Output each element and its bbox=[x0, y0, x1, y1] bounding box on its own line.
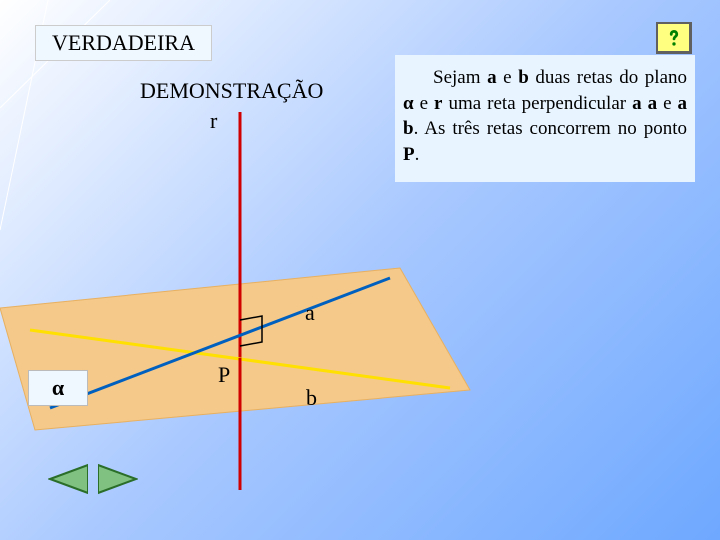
demo-label: DEMONSTRAÇÃO bbox=[140, 78, 323, 104]
label-a: a bbox=[305, 300, 315, 326]
help-icon bbox=[663, 27, 685, 49]
title-box: VERDADEIRA bbox=[35, 25, 212, 61]
arrow-left-icon bbox=[48, 463, 88, 495]
alpha-label-box: α bbox=[28, 370, 88, 406]
r-label: r bbox=[210, 108, 217, 134]
nav-prev-button[interactable] bbox=[48, 463, 88, 500]
desc-text: Sejam a e b duas retas do plano α e r um… bbox=[403, 67, 687, 165]
description-box: Sejam a e b duas retas do plano α e r um… bbox=[395, 55, 695, 182]
nav-next-button[interactable] bbox=[98, 463, 138, 500]
help-button[interactable] bbox=[656, 22, 692, 54]
arrow-right-icon bbox=[98, 463, 138, 495]
slide-stage: VERDADEIRA DEMONSTRAÇÃO r Sejam a e b du… bbox=[0, 0, 720, 540]
label-b: b bbox=[306, 385, 317, 411]
label-P: P bbox=[218, 362, 230, 388]
